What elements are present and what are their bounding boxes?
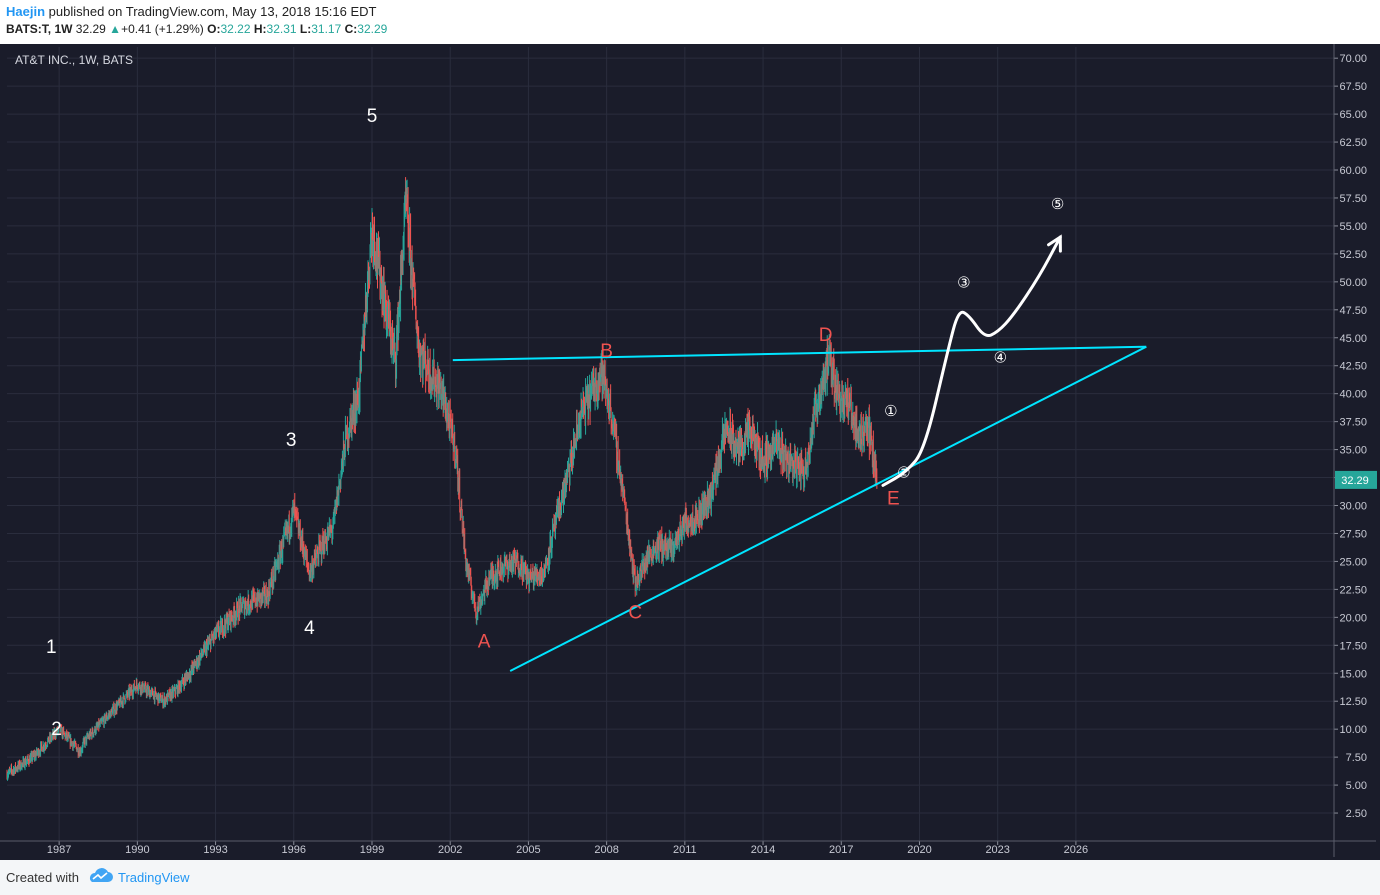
wave-label: C — [628, 602, 642, 623]
wave-label: D — [819, 325, 833, 346]
y-tick-label: 37.50 — [1339, 417, 1367, 429]
y-tick-label: 57.50 — [1339, 193, 1367, 205]
wave-label: 1 — [46, 637, 57, 658]
y-tick-label: 65.00 — [1339, 109, 1367, 121]
y-tick-label: 70.00 — [1339, 53, 1367, 65]
x-tick-label: 1990 — [125, 844, 149, 856]
last-price-label: 32.29 — [1341, 475, 1369, 487]
y-tick-label: 67.50 — [1339, 81, 1367, 93]
x-tick-label: 2014 — [751, 844, 775, 856]
wave-label: ① — [884, 403, 897, 420]
wave-label: ② — [897, 465, 910, 482]
x-tick-label: 2020 — [907, 844, 931, 856]
y-tick-label: 30.00 — [1339, 501, 1367, 513]
publication-header: Haejin published on TradingView.com, May… — [0, 0, 1380, 44]
x-tick-label: 1987 — [47, 844, 71, 856]
footer: Created with TradingView — [0, 860, 1380, 895]
trendline — [452, 345, 1147, 362]
y-tick-label: 42.50 — [1339, 361, 1367, 373]
projection-path — [881, 235, 1062, 487]
close-label: C: — [344, 22, 358, 36]
quote-line: BATS:T, 1W 32.29 ▲+0.41 (+1.29%) O:32.22… — [6, 22, 387, 36]
y-tick-label: 52.50 — [1339, 249, 1367, 261]
wave-label: ⑤ — [1051, 196, 1064, 213]
y-tick-label: 35.00 — [1339, 445, 1367, 457]
x-tick-label: 2017 — [829, 844, 853, 856]
wave-label: A — [478, 632, 491, 653]
low-value: 31.17 — [311, 22, 342, 36]
last-price: 32.29 — [75, 22, 106, 36]
y-tick-label: 17.50 — [1339, 640, 1367, 652]
close-value: 32.29 — [357, 22, 388, 36]
y-tick-label: 25.00 — [1339, 556, 1367, 568]
tradingview-link[interactable]: TradingView — [118, 870, 190, 885]
low-label: L: — [299, 22, 312, 36]
y-tick-label: 2.50 — [1346, 808, 1367, 820]
wave-label: ③ — [957, 274, 970, 291]
chart-title: AT&T INC., 1W, BATS — [15, 53, 133, 67]
wave-label: 2 — [51, 719, 62, 740]
symbol-label: BATS:T, 1W — [6, 22, 73, 36]
x-tick-label: 2011 — [673, 844, 697, 856]
publication-line: Haejin published on TradingView.com, May… — [6, 4, 377, 19]
x-tick-label: 1996 — [282, 844, 306, 856]
x-tick-label: 2023 — [985, 844, 1009, 856]
y-tick-label: 50.00 — [1339, 277, 1367, 289]
x-tick-label: 2008 — [594, 844, 618, 856]
y-tick-label: 60.00 — [1339, 165, 1367, 177]
tradingview-cloud-icon — [90, 868, 113, 882]
y-tick-label: 62.50 — [1339, 137, 1367, 149]
x-tick-label: 1999 — [360, 844, 384, 856]
y-tick-label: 45.00 — [1339, 333, 1367, 345]
change-value: +0.41 (+1.29%) — [121, 22, 204, 36]
price-chart[interactable]: 2.50 5.00 7.50 10.00 12.50 15.00 17.50 20.00 22.… — [0, 44, 1380, 860]
y-tick-label: 10.00 — [1339, 724, 1367, 736]
y-tick-label: 55.00 — [1339, 221, 1367, 233]
x-tick-label: 2026 — [1064, 844, 1088, 856]
y-tick-label: 7.50 — [1346, 752, 1367, 764]
projection-arrowhead — [1047, 234, 1062, 253]
author-link[interactable]: Haejin — [6, 4, 46, 19]
open-label: O: — [207, 22, 221, 36]
last-price-tag — [1335, 470, 1377, 489]
wave-label: 3 — [286, 430, 297, 451]
x-tick-label: 2002 — [438, 844, 462, 856]
published-text: published on TradingView.com, May 13, 20… — [48, 4, 377, 19]
y-tick-label: 15.00 — [1339, 668, 1367, 680]
x-tick-label: 2005 — [516, 844, 540, 856]
y-tick-label: 20.00 — [1339, 612, 1367, 624]
y-tick-label: 22.50 — [1339, 584, 1367, 596]
chart-panel[interactable]: 2.50 5.00 7.50 10.00 12.50 15.00 17.50 20.00 22.… — [0, 44, 1380, 860]
wave-label: 4 — [304, 618, 315, 639]
wave-label: E — [887, 488, 900, 509]
change-up-icon: ▲ — [109, 22, 122, 36]
trendline — [509, 345, 1147, 672]
y-tick-label: 5.00 — [1346, 780, 1367, 792]
created-with-text: Created with — [6, 870, 79, 885]
wave-label: ④ — [994, 349, 1007, 366]
high-value: 32.31 — [266, 22, 297, 36]
y-tick-label: 27.50 — [1339, 528, 1367, 540]
open-value: 32.22 — [220, 22, 251, 36]
wave-label: 5 — [367, 106, 378, 127]
y-tick-label: 40.00 — [1339, 389, 1367, 401]
candles-group — [6, 177, 878, 781]
chart-background — [0, 44, 1380, 860]
y-tick-label: 47.50 — [1339, 305, 1367, 317]
wave-label: B — [600, 341, 613, 362]
high-label: H: — [253, 22, 267, 36]
x-tick-label: 1993 — [203, 844, 227, 856]
y-tick-label: 12.50 — [1339, 696, 1367, 708]
